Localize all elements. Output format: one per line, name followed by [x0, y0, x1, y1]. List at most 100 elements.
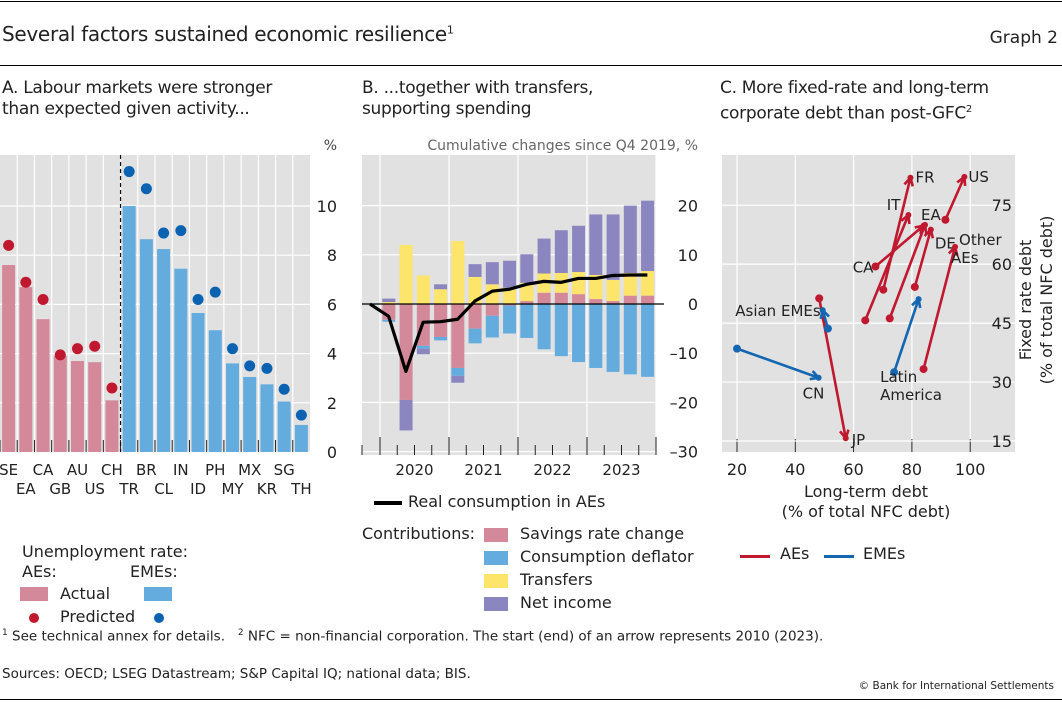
panel-a-dot-BR [140, 183, 152, 195]
panel-b-bar-net-income-2023Q3 [623, 205, 637, 274]
panel-c-footnote-ref: 2 [965, 104, 972, 115]
panel-a-dot-MY [227, 343, 238, 355]
panel-b-bar-net-income-2022Q4 [572, 225, 586, 273]
copyright: © Bank for International Settlements [858, 680, 1054, 692]
panel-b-bar-net-income-2023Q2 [606, 214, 620, 280]
panel-b-bar-net-income-2021Q3 [485, 262, 499, 285]
panel-a-dot-US [89, 340, 101, 352]
panel-a-xtick-label: CA [33, 461, 54, 479]
panel-c-label-ca: CA [853, 259, 874, 277]
title-rule [0, 65, 1062, 66]
panel-a-ytick-label: 2 [327, 394, 337, 413]
panel-a-bar-AU [71, 360, 84, 452]
panel-c-label-us: US [968, 168, 989, 186]
panel-b-bar-deflator-2023Q1 [589, 304, 603, 368]
sources: Sources: OECD; LSEG Datastream; S&P Capi… [2, 666, 471, 682]
panel-a-dot-GB [54, 349, 66, 361]
panel-b-bar-savings-2022Q1 [520, 301, 534, 304]
legend-transfers-swatch [484, 574, 508, 588]
panel-b-bar-deflator-2022Q1 [520, 304, 534, 338]
legend-savings-swatch [484, 528, 508, 542]
panel-a-xtick-label: TR [118, 480, 139, 498]
panel-a-dot-SE [3, 239, 15, 251]
panel-a-bar-MX [243, 376, 257, 452]
panel-c-arrow-start-ca [871, 262, 880, 271]
legend-eme-predicted-dot [154, 613, 164, 623]
panel-c-label-ea: EA [921, 206, 941, 224]
legend-deflator-label: Consumption deflator [520, 547, 694, 566]
panel-a-legend: Unemployment rate: AEs: EMEs: Actual Pre… [20, 542, 222, 626]
panel-c-xtick-label: 100 [955, 460, 986, 479]
panel-c-label-asian-emes: Asian EMEs [735, 302, 821, 320]
panel-c-xtick-label: 80 [902, 460, 922, 479]
panel-a-bar-MY [226, 363, 239, 452]
panel-c-ytick-label: 15 [992, 432, 1012, 451]
panel-b-bar-net-income-2023Q1 [589, 214, 603, 275]
panel-c-ylabel-line2: (% of total NFC debt) [1037, 216, 1056, 385]
panel-b-bar-transfers-2023Q2 [606, 279, 620, 302]
legend-net-income-label: Net income [520, 593, 612, 612]
panel-a-bar-BR [139, 239, 153, 452]
bottom-rule [0, 699, 1062, 700]
panel-b-bar-transfers-2020Q4 [434, 289, 448, 304]
panel-b-bar-net-income-2020Q1 [382, 298, 396, 303]
panel-a-title-line1: A. Labour markets were stronger [2, 78, 273, 98]
panel-b-bar-deflator-2023Q4 [641, 304, 655, 377]
panel-c-title-line2: corporate debt than post-GFC [720, 103, 966, 124]
panel-c-xlabel-line1: Long-term debt [804, 482, 928, 501]
panel-b-xtick-label: 2020 [395, 461, 433, 479]
panel-b-bar-transfers-2020Q2 [399, 244, 413, 304]
panel-c-arrow-end-asian-emes [819, 307, 826, 314]
legend-line-swatch [374, 501, 402, 505]
panel-c-arrow-start-it [861, 316, 870, 325]
panel-c-label-de: DE [935, 235, 956, 253]
panel-b-bar-savings-2023Q4 [641, 295, 655, 304]
panel-b-xtick-label: 2022 [533, 461, 571, 479]
panel-c-plot-area [722, 155, 1015, 452]
panel-a-dot-ID [192, 293, 204, 305]
panel-a-ytick-label: 6 [327, 295, 337, 314]
panel-b-bar-net-income-2020Q3 [416, 348, 430, 355]
graph-title: Several factors sustained economic resil… [2, 22, 454, 46]
panel-c-arrow-end-jp [842, 435, 849, 442]
panel-b-ytick-label: –10 [670, 344, 698, 363]
panel-b-bar-net-income-2022Q2 [537, 238, 551, 274]
panel-a-bar-GB [53, 356, 67, 452]
legend-ae-predicted-dot [29, 613, 39, 623]
panel-c-arrow-other-aes [922, 246, 957, 370]
panel-b-bar-net-income-2020Q4 [434, 284, 448, 290]
panel-c-arrow-end-ca [920, 222, 927, 229]
panel-a-bar-ID [191, 313, 205, 452]
legend-contributions-label: Contributions: [362, 524, 476, 543]
panel-a-xtick-label: MX [238, 461, 261, 479]
panel-b-bar-transfers-2021Q4 [503, 287, 517, 304]
panel-c-xtick-label: 20 [727, 460, 747, 479]
panel-a-dot-TR [123, 166, 135, 178]
legend-real-consumption-label: Real consumption in AEs [408, 492, 606, 511]
panel-a-dot-AU [72, 343, 83, 355]
panel-a-unit-label: % [324, 138, 337, 154]
legend-eme-line-swatch [824, 555, 854, 558]
panel-a-dot-IN [175, 225, 187, 237]
legend-ae-line-swatch [740, 555, 770, 558]
panel-b-bar-transfers-2023Q4 [641, 271, 655, 296]
panel-b-real-consumption-line [369, 273, 648, 374]
panel-a-ytick-label: 10 [317, 197, 337, 216]
panel-b-xtick-label: 2023 [602, 461, 640, 479]
legend-deflator-swatch [484, 551, 508, 565]
panel-b-bar-deflator-2020Q4 [434, 336, 448, 341]
panel-a-dot-CA [37, 293, 49, 305]
panel-c-label-jp: JP [851, 431, 865, 449]
panel-a-xtick-label: KR [257, 480, 277, 498]
panel-b-ytick-label: –30 [670, 443, 698, 462]
panel-c-label-latin-america-2: America [880, 386, 942, 404]
panel-a-dot-CH [106, 382, 118, 394]
panel-a-xtick-label: SG [274, 461, 295, 479]
panel-b-bar-deflator-2020Q3 [416, 345, 430, 349]
panel-c-ylabel-line1: Fixed rate debt [1016, 240, 1035, 361]
footnotes: 1 See technical annex for details. 2 NFC… [2, 628, 823, 645]
legend-emes-label: EMEs [863, 544, 906, 563]
panel-a-xtick-label: BR [136, 461, 157, 479]
